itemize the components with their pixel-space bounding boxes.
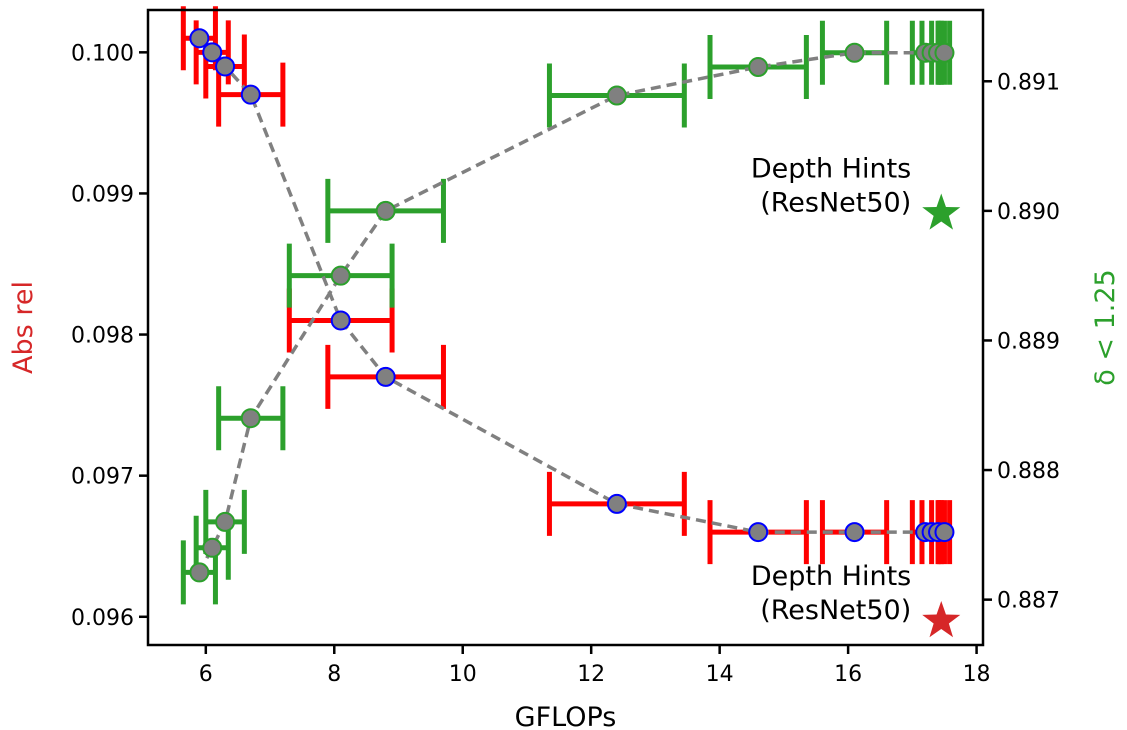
y-right-tick-label: 0.890 (997, 200, 1060, 225)
y-right-axis-label: δ < 1.25 (1090, 269, 1121, 385)
y-left-tick-label: 0.096 (71, 606, 134, 631)
delta-point (606, 85, 627, 106)
annotation-line: (ResNet50) (760, 187, 911, 218)
annotations: Depth Hints (ResNet50)Depth Hints (ResNet5… (751, 153, 961, 638)
annotation-line: (ResNet50) (760, 595, 911, 626)
x-tick-label: 12 (577, 662, 605, 687)
x-tick-label: 6 (199, 662, 213, 687)
x-tick-label: 16 (834, 662, 862, 687)
y-right-tick-label: 0.887 (997, 589, 1060, 614)
y-left-tick-label: 0.099 (71, 182, 134, 207)
delta-point (330, 265, 351, 286)
delta-point (189, 562, 210, 583)
abs-rel-point (748, 522, 769, 543)
abs-rel-point (375, 366, 396, 387)
error-bars (180, 6, 953, 605)
x-tick-label: 14 (706, 662, 734, 687)
star-marker (922, 193, 961, 230)
annotation-line: Depth Hints (751, 153, 911, 184)
y-left-axis-ticks: 0.096 0.097 0.098 0.099 0.100 (71, 41, 148, 631)
y-right-axis-ticks: 0.887 0.888 0.889 0.890 0.891 (983, 70, 1060, 614)
y-right-tick-label: 0.888 (997, 459, 1060, 484)
delta-point (844, 42, 865, 63)
delta-point (934, 42, 955, 63)
delta-series-line (197, 51, 945, 574)
annotation-text: Depth Hints (ResNet50) (751, 561, 911, 626)
x-axis-ticks: 6 8 10 12 14 16 18 (199, 645, 991, 687)
abs-rel-point (202, 42, 223, 63)
y-right-tick-label: 0.889 (997, 329, 1060, 354)
x-tick-label: 18 (963, 662, 991, 687)
abs-rel-point (606, 493, 627, 514)
y-left-tick-label: 0.100 (71, 41, 134, 66)
delta-point (375, 200, 396, 221)
abs-rel-point (934, 522, 955, 543)
x-tick-label: 10 (449, 662, 477, 687)
abs-rel-point (189, 28, 210, 49)
abs-rel-point (330, 310, 351, 331)
y-left-axis-label: Abs rel (8, 281, 39, 374)
delta-point (748, 57, 769, 78)
star-marker (922, 601, 961, 638)
abs-rel-series-line (198, 37, 945, 534)
abs-rel-point (215, 56, 236, 77)
abs-rel-point (844, 522, 865, 543)
data-points (189, 28, 955, 583)
plot-frame (146, 8, 985, 647)
series-lines (197, 37, 945, 574)
delta-point (240, 408, 261, 429)
abs-rel-point (240, 84, 261, 105)
delta-point (202, 537, 223, 558)
delta-point (215, 511, 236, 532)
y-left-tick-label: 0.098 (71, 324, 134, 349)
annotation-line: Depth Hints (751, 561, 911, 592)
annotation-text: Depth Hints (ResNet50) (751, 153, 911, 218)
y-right-tick-label: 0.891 (997, 70, 1060, 95)
y-left-tick-label: 0.097 (71, 465, 134, 490)
x-axis-label: GFLOPs (515, 702, 617, 730)
x-tick-label: 8 (327, 662, 341, 687)
